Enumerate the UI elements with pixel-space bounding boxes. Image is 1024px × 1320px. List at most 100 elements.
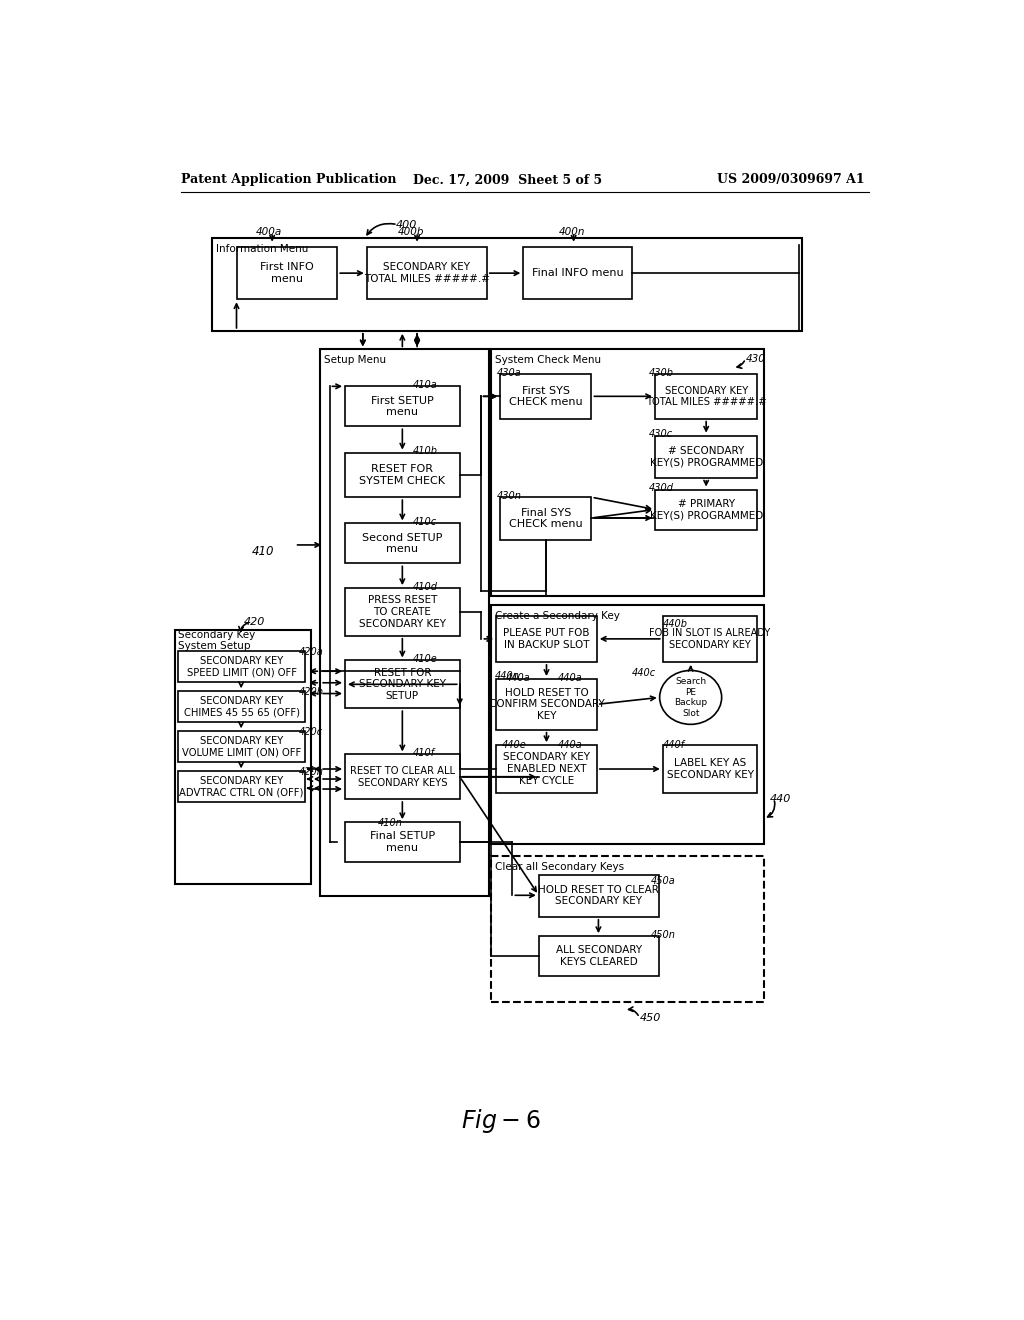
- Text: Clear all Secondary Keys: Clear all Secondary Keys: [495, 862, 624, 871]
- Text: First SETUP
menu: First SETUP menu: [371, 396, 434, 417]
- Text: $\it{Fig-6}$: $\it{Fig-6}$: [461, 1107, 541, 1135]
- Text: 420a: 420a: [299, 647, 324, 656]
- Bar: [539, 936, 658, 977]
- Text: 440: 440: [770, 795, 792, 804]
- Text: 420: 420: [245, 618, 265, 627]
- Text: 440b: 440b: [663, 619, 688, 628]
- Bar: [367, 247, 486, 300]
- Text: 410b: 410b: [414, 446, 438, 457]
- Bar: [345, 524, 460, 564]
- Text: 430n: 430n: [497, 491, 522, 502]
- Text: First SYS
CHECK menu: First SYS CHECK menu: [509, 385, 583, 407]
- Text: 430b: 430b: [649, 368, 674, 378]
- Text: HOLD RESET TO
CONFIRM SECONDARY
KEY: HOLD RESET TO CONFIRM SECONDARY KEY: [488, 688, 604, 721]
- Text: Setup Menu: Setup Menu: [324, 355, 386, 366]
- Text: 410: 410: [252, 545, 274, 558]
- Bar: [663, 615, 758, 663]
- Bar: [345, 589, 460, 636]
- Bar: [663, 744, 758, 793]
- Text: SECONDARY KEY
SPEED LIMIT (ON) OFF: SECONDARY KEY SPEED LIMIT (ON) OFF: [186, 656, 297, 677]
- Text: RESET TO CLEAR ALL
SECONDARY KEYS: RESET TO CLEAR ALL SECONDARY KEYS: [350, 766, 455, 788]
- Text: Second SETUP
menu: Second SETUP menu: [362, 532, 442, 554]
- Text: 440c: 440c: [632, 668, 656, 678]
- Bar: [490, 350, 764, 595]
- Bar: [177, 692, 305, 722]
- Text: 410d: 410d: [414, 582, 438, 591]
- Text: 400n: 400n: [559, 227, 586, 236]
- Text: 430: 430: [745, 354, 766, 364]
- Text: # PRIMARY
KEY(S) PROGRAMMED: # PRIMARY KEY(S) PROGRAMMED: [649, 499, 763, 520]
- Text: RESET FOR
SYSTEM CHECK: RESET FOR SYSTEM CHECK: [359, 465, 445, 486]
- Bar: [345, 660, 460, 708]
- Text: 440a: 440a: [558, 673, 583, 682]
- Text: 440f: 440f: [663, 739, 685, 750]
- Text: 430a: 430a: [497, 368, 521, 378]
- Bar: [539, 874, 658, 917]
- Text: First INFO
menu: First INFO menu: [260, 263, 313, 284]
- Text: SECONDARY KEY
ENABLED NEXT
KEY CYCLE: SECONDARY KEY ENABLED NEXT KEY CYCLE: [503, 752, 590, 785]
- Bar: [496, 615, 597, 663]
- Text: SECONDARY KEY
TOTAL MILES #####.#: SECONDARY KEY TOTAL MILES #####.#: [646, 385, 766, 407]
- Bar: [177, 771, 305, 803]
- Text: Final SYS
CHECK menu: Final SYS CHECK menu: [509, 508, 583, 529]
- Text: PRESS RESET
TO CREATE
SECONDARY KEY: PRESS RESET TO CREATE SECONDARY KEY: [358, 595, 445, 628]
- Bar: [490, 857, 764, 1002]
- Text: 410n: 410n: [378, 817, 403, 828]
- Text: 410f: 410f: [414, 748, 435, 758]
- Text: Search
PE
Backup
Slot: Search PE Backup Slot: [674, 677, 708, 718]
- Text: 440a: 440a: [557, 739, 582, 750]
- Bar: [655, 374, 758, 418]
- Text: 450a: 450a: [650, 876, 675, 886]
- Text: 450n: 450n: [650, 929, 675, 940]
- Text: PLEASE PUT FOB
IN BACKUP SLOT: PLEASE PUT FOB IN BACKUP SLOT: [503, 628, 590, 649]
- Text: 410a: 410a: [414, 380, 438, 391]
- Text: Dec. 17, 2009  Sheet 5 of 5: Dec. 17, 2009 Sheet 5 of 5: [414, 173, 602, 186]
- Text: ALL SECONDARY
KEYS CLEARED: ALL SECONDARY KEYS CLEARED: [556, 945, 642, 968]
- Bar: [212, 239, 802, 331]
- Text: 420b: 420b: [299, 686, 325, 697]
- Text: HOLD RESET TO CLEAR
SECONDARY KEY: HOLD RESET TO CLEAR SECONDARY KEY: [539, 884, 659, 907]
- Text: Secondary Key
System Setup: Secondary Key System Setup: [178, 630, 256, 651]
- Bar: [490, 605, 764, 843]
- Text: FOB IN SLOT IS ALREADY
SECONDARY KEY: FOB IN SLOT IS ALREADY SECONDARY KEY: [649, 628, 771, 649]
- Bar: [345, 755, 460, 799]
- Text: 400: 400: [395, 220, 417, 230]
- Text: SECONDARY KEY
VOLUME LIMIT (ON) OFF: SECONDARY KEY VOLUME LIMIT (ON) OFF: [182, 735, 301, 758]
- Bar: [174, 630, 311, 884]
- Text: SECONDARY KEY
ADVTRAC CTRL ON (OFF): SECONDARY KEY ADVTRAC CTRL ON (OFF): [179, 776, 304, 797]
- Text: 400b: 400b: [397, 227, 424, 236]
- Text: 430c: 430c: [649, 429, 673, 440]
- Bar: [523, 247, 632, 300]
- Text: 410c: 410c: [414, 517, 437, 527]
- Bar: [500, 374, 592, 418]
- Bar: [237, 247, 337, 300]
- Text: Final INFO menu: Final INFO menu: [531, 268, 624, 279]
- Bar: [496, 678, 597, 730]
- Text: System Check Menu: System Check Menu: [495, 355, 601, 366]
- Text: US 2009/0309697 A1: US 2009/0309697 A1: [717, 173, 864, 186]
- Text: 430d: 430d: [649, 483, 674, 494]
- Bar: [655, 436, 758, 478]
- Text: SECONDARY KEY
CHIMES 45 55 65 (OFF): SECONDARY KEY CHIMES 45 55 65 (OFF): [183, 696, 300, 718]
- Text: 420n: 420n: [299, 767, 325, 776]
- Bar: [321, 350, 489, 896]
- Text: 440e: 440e: [503, 739, 527, 750]
- Text: 440a: 440a: [506, 673, 531, 682]
- Bar: [345, 453, 460, 498]
- Text: LABEL KEY AS
SECONDARY KEY: LABEL KEY AS SECONDARY KEY: [667, 758, 754, 780]
- Bar: [177, 731, 305, 762]
- Bar: [496, 744, 597, 793]
- Text: 450: 450: [640, 1014, 660, 1023]
- Bar: [655, 490, 758, 529]
- Bar: [345, 387, 460, 426]
- Text: 440n: 440n: [495, 671, 519, 681]
- Bar: [345, 822, 460, 862]
- Bar: [500, 498, 592, 540]
- Text: # SECONDARY
KEY(S) PROGRAMMED: # SECONDARY KEY(S) PROGRAMMED: [649, 446, 763, 467]
- Text: SECONDARY KEY
TOTAL MILES #####.#: SECONDARY KEY TOTAL MILES #####.#: [364, 263, 489, 284]
- Text: RESET FOR
SECONDARY KEY
SETUP: RESET FOR SECONDARY KEY SETUP: [358, 668, 445, 701]
- Text: Information Menu: Information Menu: [216, 244, 308, 255]
- Text: 420c: 420c: [299, 726, 324, 737]
- Ellipse shape: [659, 671, 722, 725]
- Text: Patent Application Publication: Patent Application Publication: [180, 173, 396, 186]
